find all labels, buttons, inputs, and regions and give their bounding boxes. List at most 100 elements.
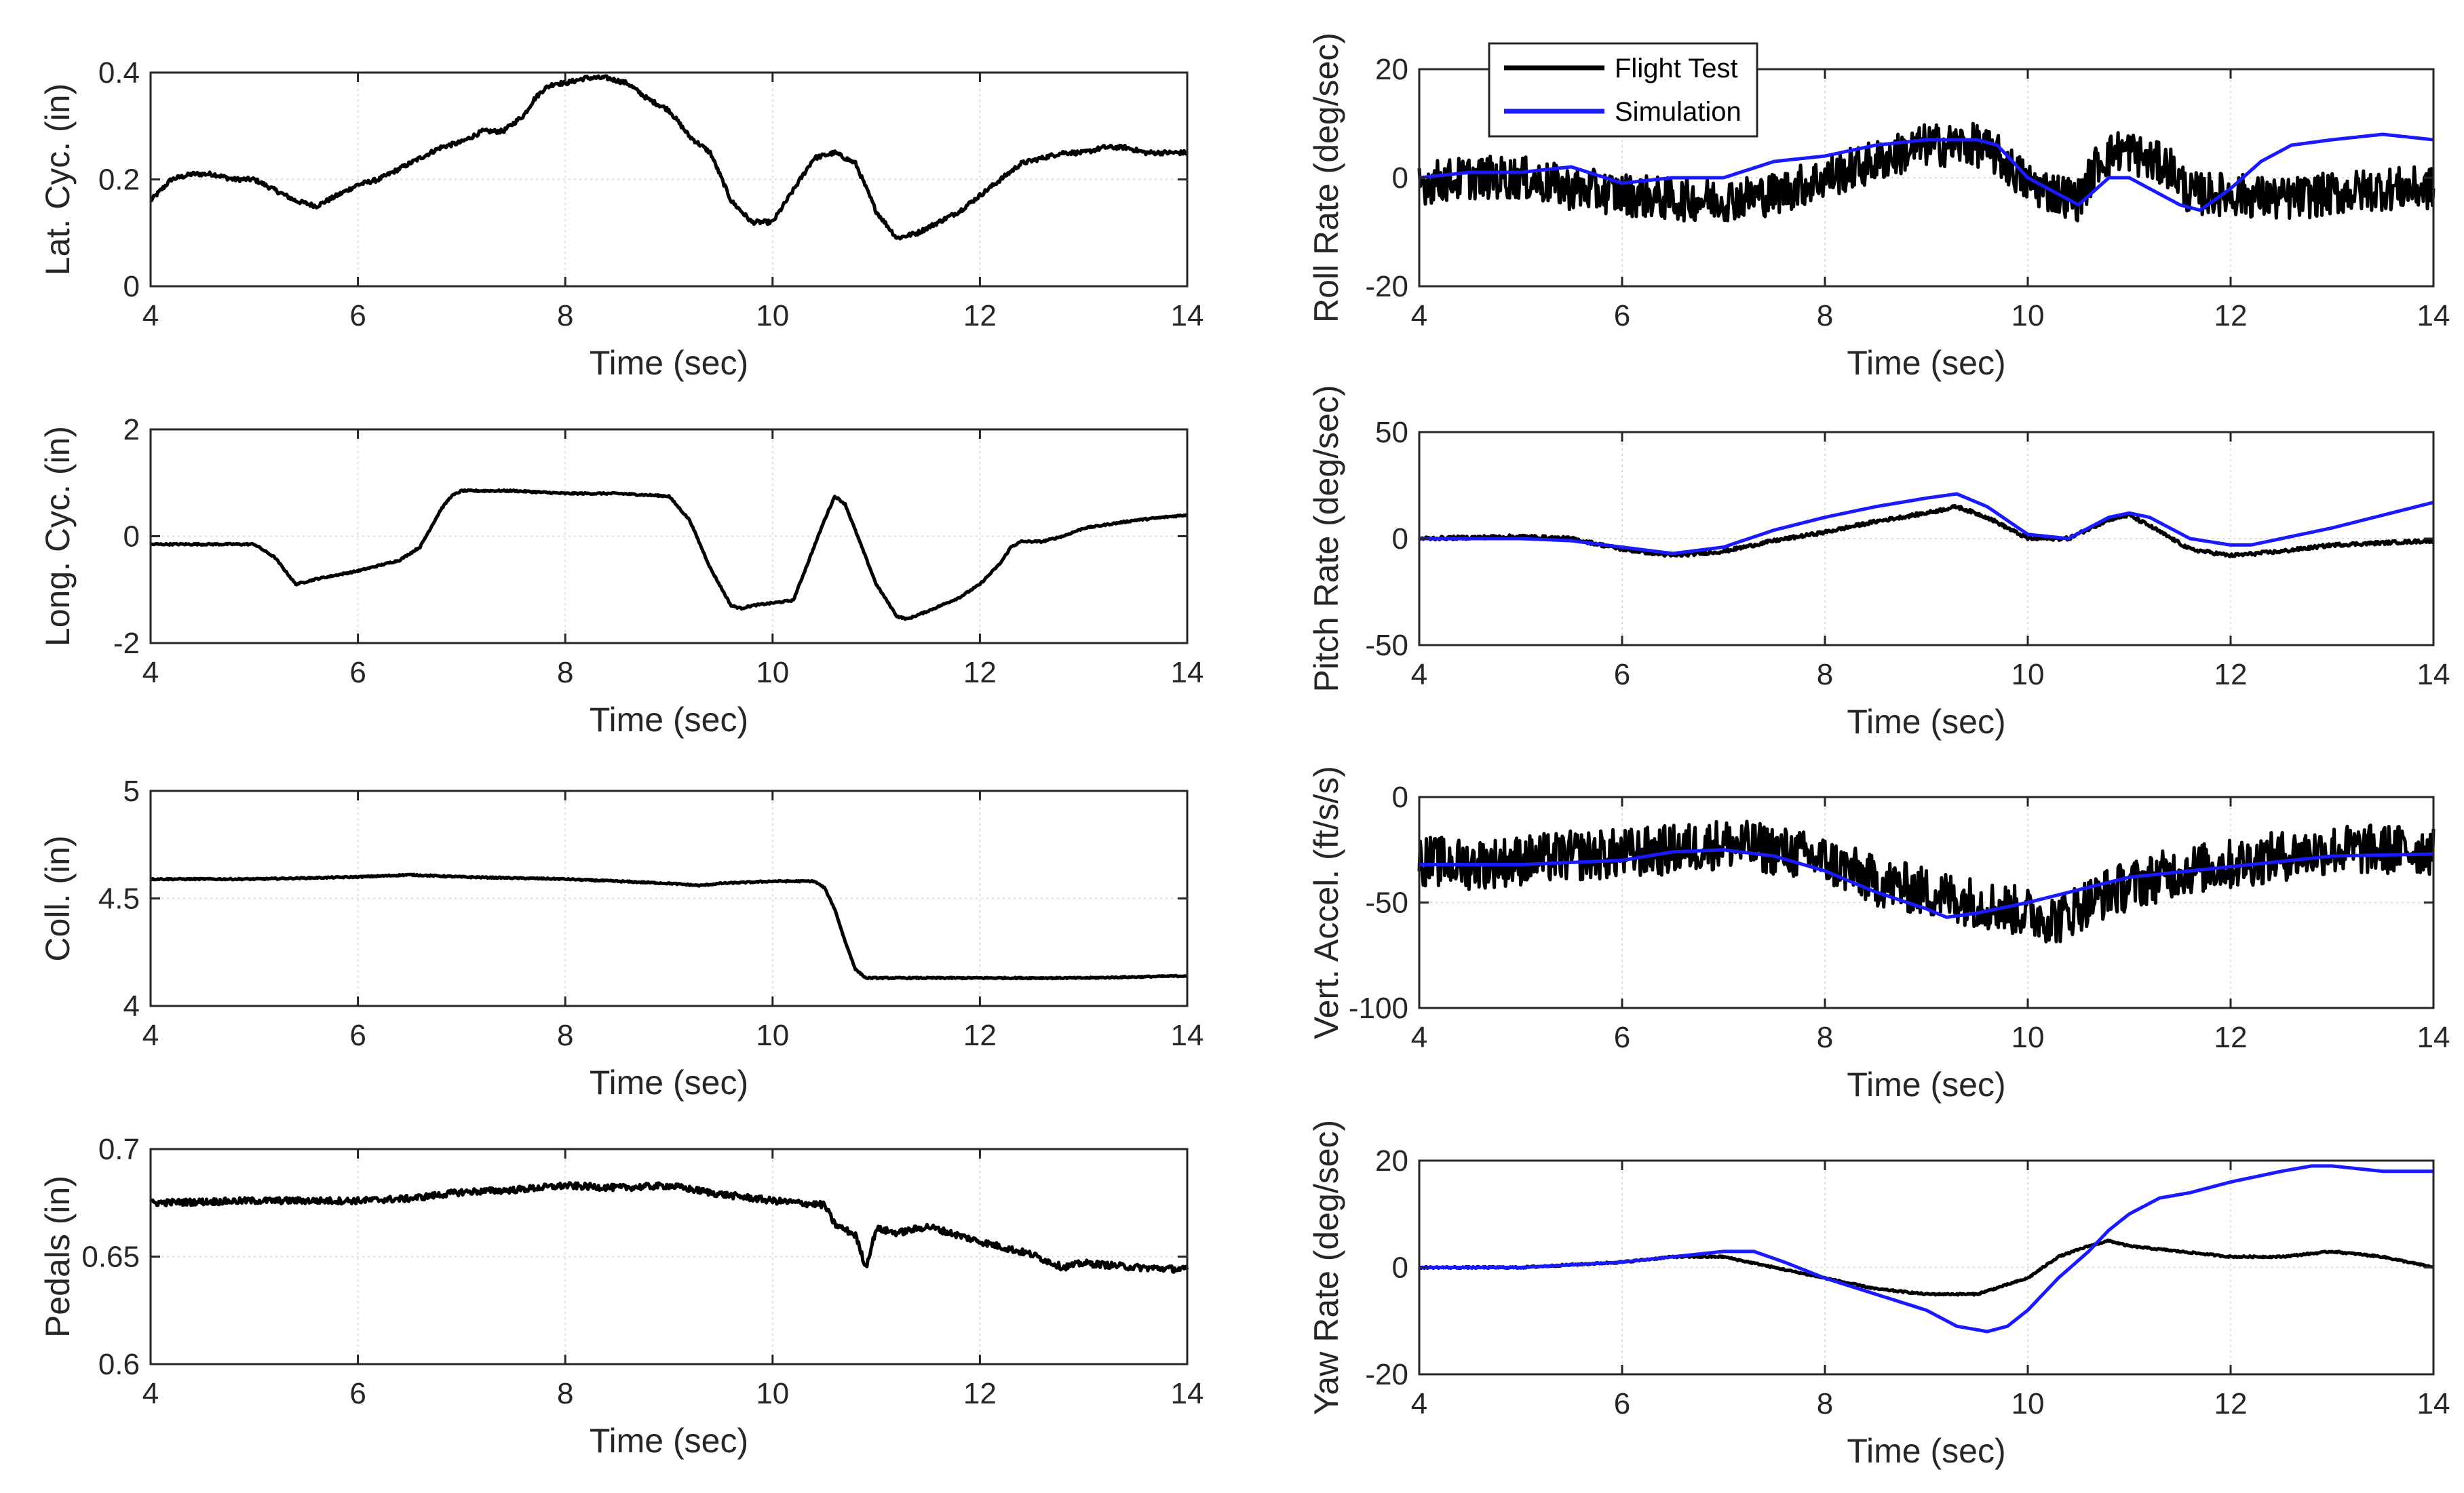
- y-tick-label: 0.7: [98, 1133, 140, 1166]
- panel-yaw: 4 6 8 10 12 14 -20 0 20 Time (sec) Yaw Rate (deg/s…: [1307, 1120, 2450, 1470]
- x-tick-label: 6: [1614, 1021, 1630, 1054]
- y-tick-label: 0.4: [98, 56, 140, 90]
- y-tick-label: 4.5: [98, 883, 140, 916]
- y-axis-label: Pitch Rate (deg/sec): [1307, 385, 1345, 693]
- legend-box: [1488, 42, 1758, 138]
- panel-lat: 4 6 8 10 12 14 0 0.2 0.4 Time (sec) Lat. Cyc. (in): [39, 56, 1204, 382]
- y-axis-label: Long. Cyc. (in): [39, 426, 77, 646]
- x-tick-label: 10: [2011, 299, 2045, 332]
- x-tick-label: 6: [1614, 299, 1630, 332]
- y-tick-label: 0: [123, 270, 140, 303]
- y-tick-label: 2: [123, 413, 140, 446]
- x-tick-label: 4: [142, 1019, 159, 1052]
- x-tick-label: 12: [2214, 299, 2248, 332]
- x-axis-label: Time (sec): [590, 1064, 748, 1102]
- y-tick-label: -20: [1365, 1358, 1408, 1391]
- x-tick-label: 14: [2417, 1021, 2450, 1054]
- x-axis-label: Time (sec): [1847, 1066, 2005, 1104]
- y-tick-label: 0: [1392, 781, 1408, 814]
- legend: Flight Test Simulation: [1488, 42, 1758, 138]
- x-tick-label: 12: [2214, 1021, 2248, 1054]
- x-tick-label: 8: [557, 1377, 573, 1410]
- x-tick-label: 8: [557, 656, 573, 689]
- x-axis-label: Time (sec): [590, 344, 748, 382]
- y-tick-label: -20: [1365, 270, 1408, 303]
- panel-vert: 4 6 8 10 12 14 -100 -50 0 Time (sec) Vert. Accel. …: [1307, 766, 2450, 1104]
- panel-coll: 4 6 8 10 12 14 4 4.5 5 Time (sec) Coll. (in): [39, 775, 1204, 1102]
- x-tick-label: 10: [756, 299, 789, 332]
- x-tick-label: 12: [2214, 1387, 2248, 1420]
- x-tick-label: 12: [963, 1377, 997, 1410]
- y-tick-label: 0.6: [98, 1348, 140, 1381]
- x-tick-label: 4: [142, 299, 159, 332]
- x-tick-label: 6: [1614, 1387, 1630, 1420]
- x-tick-label: 10: [756, 1377, 789, 1410]
- y-axis-label: Coll. (in): [39, 835, 77, 961]
- x-tick-label: 12: [963, 299, 997, 332]
- y-tick-label: 4: [123, 990, 140, 1023]
- y-tick-label: 0: [123, 520, 140, 554]
- x-axis-label: Time (sec): [590, 701, 748, 739]
- x-tick-label: 14: [1171, 1377, 1204, 1410]
- x-tick-label: 14: [1171, 1019, 1204, 1052]
- y-tick-label: 0.2: [98, 163, 140, 197]
- x-tick-label: 8: [1817, 1387, 1833, 1420]
- y-axis-label: Vert. Accel. (ft/s/s): [1307, 766, 1345, 1039]
- x-axis-label: Time (sec): [1847, 703, 2005, 741]
- x-tick-label: 6: [349, 1377, 366, 1410]
- x-tick-label: 6: [1614, 658, 1630, 691]
- y-tick-label: 20: [1375, 1144, 1408, 1178]
- y-tick-label: -50: [1365, 629, 1408, 662]
- y-axis-label: Lat. Cyc. (in): [39, 83, 77, 275]
- x-tick-label: 4: [1411, 1021, 1427, 1054]
- y-axis-label: Pedals (in): [39, 1176, 77, 1338]
- y-axis-label: Yaw Rate (deg/sec): [1307, 1120, 1345, 1415]
- x-axis-label: Time (sec): [590, 1422, 748, 1460]
- series-flight-test-line: [150, 872, 1188, 981]
- y-tick-label: 5: [123, 775, 140, 808]
- x-tick-label: 4: [142, 1377, 159, 1410]
- panel-long: 4 6 8 10 12 14 -2 0 2 Time (sec) Long. Cyc. (in): [39, 413, 1204, 739]
- panel-pitch: 4 6 8 10 12 14 -50 0 50 Time (sec) Pitch Rate (deg…: [1307, 385, 2450, 741]
- x-tick-label: 8: [557, 299, 573, 332]
- panel-pedals: 4 6 8 10 12 14 0.6 0.65 0.7 Time (sec) Pedals (in): [39, 1133, 1204, 1460]
- x-tick-label: 10: [756, 1019, 789, 1052]
- x-tick-label: 10: [2011, 1387, 2045, 1420]
- series-flight-test-line: [149, 1181, 1189, 1274]
- y-tick-label: -2: [113, 627, 140, 660]
- x-tick-label: 4: [1411, 299, 1427, 332]
- y-tick-label: 0: [1392, 161, 1408, 195]
- x-tick-label: 4: [1411, 1387, 1427, 1420]
- x-tick-label: 10: [2011, 658, 2045, 691]
- x-tick-label: 10: [756, 656, 789, 689]
- x-tick-label: 6: [349, 656, 366, 689]
- x-tick-label: 8: [557, 1019, 573, 1052]
- x-tick-label: 8: [1817, 1021, 1833, 1054]
- x-tick-label: 4: [142, 656, 159, 689]
- y-axis-label: Roll Rate (deg/sec): [1307, 33, 1345, 323]
- y-tick-label: 20: [1375, 53, 1408, 86]
- x-tick-label: 14: [2417, 1387, 2450, 1420]
- series-simulation-line: [1419, 1164, 2433, 1334]
- x-tick-label: 10: [2011, 1021, 2045, 1054]
- series-flight-test-line: [1417, 121, 2436, 222]
- x-tick-label: 6: [349, 1019, 366, 1052]
- x-tick-label: 14: [1171, 299, 1204, 332]
- series-simulation-line: [1419, 848, 2433, 919]
- series-flight-test-line: [149, 74, 1189, 241]
- x-tick-label: 12: [963, 656, 997, 689]
- series-simulation-line: [1419, 492, 2434, 556]
- x-tick-label: 8: [1817, 299, 1833, 332]
- x-tick-label: 14: [2417, 299, 2450, 332]
- x-tick-label: 14: [2417, 658, 2450, 691]
- y-tick-label: 50: [1375, 416, 1408, 449]
- x-tick-label: 6: [349, 299, 366, 332]
- x-tick-label: 4: [1411, 658, 1427, 691]
- x-axis-label: Time (sec): [1847, 1432, 2005, 1470]
- y-tick-label: 0.65: [81, 1241, 140, 1274]
- x-tick-label: 12: [963, 1019, 997, 1052]
- x-tick-label: 8: [1817, 658, 1833, 691]
- x-tick-label: 14: [1171, 656, 1204, 689]
- legend-label: Simulation: [1615, 97, 1741, 127]
